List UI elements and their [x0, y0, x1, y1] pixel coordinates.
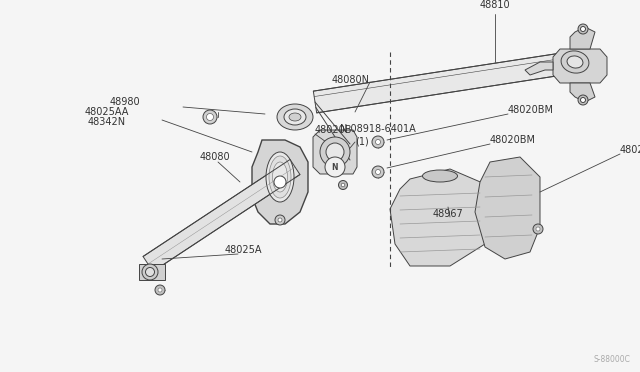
Text: N 08918-6401A: N 08918-6401A [340, 124, 416, 134]
Text: 48025A: 48025A [225, 245, 262, 255]
Text: 48342N: 48342N [88, 117, 126, 127]
Text: 48080N: 48080N [332, 75, 370, 85]
Polygon shape [313, 130, 357, 174]
Polygon shape [139, 264, 165, 280]
Text: 48980: 48980 [110, 97, 141, 107]
Ellipse shape [326, 143, 344, 161]
Circle shape [578, 24, 588, 34]
Circle shape [158, 288, 162, 292]
Text: 48020B: 48020B [315, 125, 353, 135]
Circle shape [578, 95, 588, 105]
Polygon shape [570, 83, 595, 102]
Circle shape [372, 136, 384, 148]
Ellipse shape [145, 267, 154, 276]
Circle shape [372, 166, 384, 178]
Text: 48020BM: 48020BM [490, 135, 536, 145]
Text: N: N [332, 163, 339, 171]
Ellipse shape [277, 104, 313, 130]
Circle shape [580, 97, 586, 103]
Polygon shape [314, 51, 577, 113]
Text: S-88000C: S-88000C [593, 355, 630, 364]
Ellipse shape [289, 113, 301, 121]
Circle shape [339, 180, 348, 189]
Text: (1): (1) [355, 137, 369, 147]
Polygon shape [570, 27, 595, 49]
Circle shape [278, 218, 282, 222]
Ellipse shape [422, 170, 458, 182]
Polygon shape [252, 140, 308, 224]
Text: 48025AA: 48025AA [85, 107, 129, 117]
Circle shape [341, 183, 345, 187]
Polygon shape [553, 49, 607, 83]
Circle shape [536, 227, 540, 231]
Circle shape [376, 140, 381, 144]
Ellipse shape [284, 109, 306, 125]
Text: 48020BM: 48020BM [508, 105, 554, 115]
Text: 48810: 48810 [480, 0, 510, 10]
Circle shape [325, 157, 345, 177]
Polygon shape [390, 169, 495, 266]
Ellipse shape [320, 137, 350, 167]
Ellipse shape [561, 51, 589, 73]
Circle shape [207, 113, 214, 121]
Ellipse shape [269, 156, 291, 198]
Circle shape [275, 215, 285, 225]
Ellipse shape [567, 56, 583, 68]
Circle shape [274, 176, 286, 188]
Text: 48967: 48967 [433, 209, 464, 219]
Polygon shape [475, 157, 540, 259]
Polygon shape [143, 160, 300, 272]
Ellipse shape [273, 162, 287, 192]
Circle shape [580, 26, 586, 32]
Circle shape [155, 285, 165, 295]
Ellipse shape [266, 152, 294, 202]
Polygon shape [525, 62, 553, 75]
Circle shape [203, 110, 217, 124]
Circle shape [376, 170, 381, 174]
Text: 48020E: 48020E [620, 145, 640, 155]
Ellipse shape [142, 264, 158, 280]
Circle shape [533, 224, 543, 234]
Text: 48080: 48080 [200, 152, 230, 162]
